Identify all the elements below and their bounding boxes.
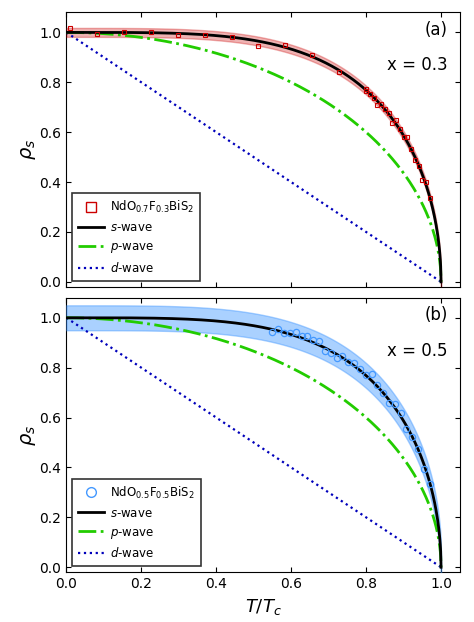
X-axis label: $T/T_c$: $T/T_c$	[245, 596, 282, 616]
Legend: NdO$_{0.5}$F$_{0.5}$BiS$_2$, $s$-wave, $p$-wave, $d$-wave: NdO$_{0.5}$F$_{0.5}$BiS$_2$, $s$-wave, $…	[72, 479, 201, 567]
Text: (a): (a)	[425, 21, 448, 39]
Y-axis label: $\rho_s$: $\rho_s$	[19, 139, 38, 160]
Text: x = 0.5: x = 0.5	[387, 341, 448, 360]
Y-axis label: $\rho_s$: $\rho_s$	[19, 424, 38, 445]
Text: x = 0.3: x = 0.3	[387, 57, 448, 75]
Text: (b): (b)	[425, 306, 448, 324]
Legend: NdO$_{0.7}$F$_{0.3}$BiS$_2$, $s$-wave, $p$-wave, $d$-wave: NdO$_{0.7}$F$_{0.3}$BiS$_2$, $s$-wave, $…	[72, 193, 200, 281]
